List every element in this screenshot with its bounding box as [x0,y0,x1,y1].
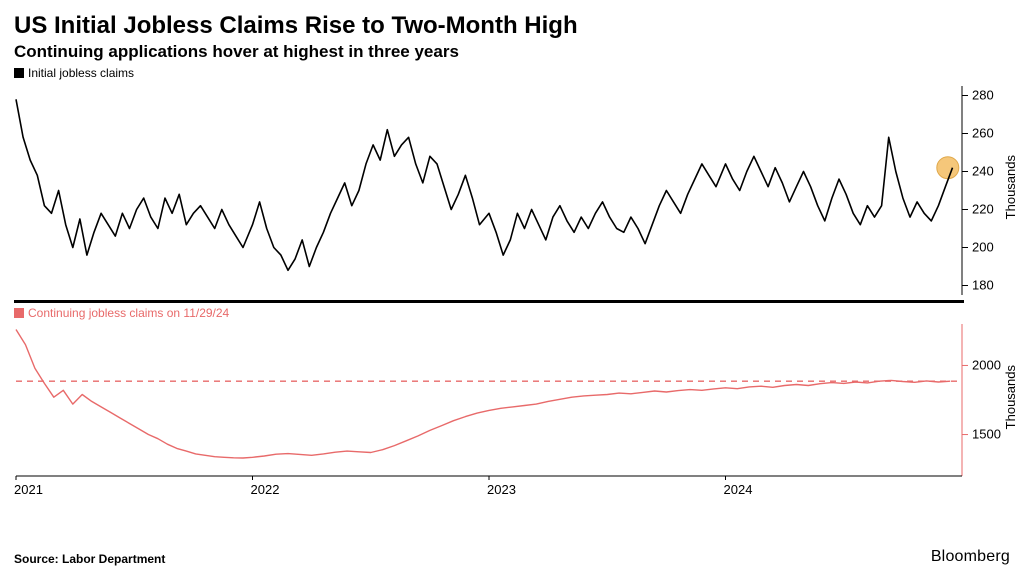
x-tick-2022: 2022 [251,482,280,497]
chart-title: US Initial Jobless Claims Rise to Two-Mo… [14,12,1010,40]
x-tick-2023: 2023 [487,482,516,497]
chart-container: US Initial Jobless Claims Rise to Two-Mo… [0,0,1024,576]
top-legend-label: Initial jobless claims [28,66,134,80]
bottom-legend: Continuing jobless claims on 11/29/24 [14,306,1010,320]
top-legend: Initial jobless claims [14,66,1010,80]
bottom-y-axis-label: Thousands [1003,365,1018,429]
svg-text:2000: 2000 [972,357,1001,372]
brand-label: Bloomberg [931,548,1010,566]
top-legend-swatch [14,68,24,78]
svg-text:240: 240 [972,164,994,179]
svg-text:1500: 1500 [972,427,1001,442]
svg-text:200: 200 [972,240,994,255]
source-label: Source: Labor Department [14,552,165,566]
svg-text:260: 260 [972,126,994,141]
bottom-chart-svg: 1500 2000 [14,320,1010,480]
x-tick-2021: 2021 [14,482,43,497]
x-axis: 2021 2022 2023 2024 [14,480,964,500]
top-y-axis-label: Thousands [1003,155,1018,219]
chart-footer: Source: Labor Department Bloomberg [14,548,1010,566]
svg-text:280: 280 [972,88,994,103]
svg-text:220: 220 [972,202,994,217]
top-chart-svg: 180 200 220 240 260 280 [14,82,1010,297]
chart-subtitle: Continuing applications hover at highest… [14,42,1010,62]
svg-text:180: 180 [972,278,994,293]
bottom-legend-swatch [14,308,24,318]
x-tick-2024: 2024 [724,482,753,497]
top-chart: 180200220240260280 Thousands [14,82,1010,297]
panel-divider [14,300,964,303]
bottom-legend-label: Continuing jobless claims on 11/29/24 [28,306,229,320]
bottom-chart: 15002000 Thousands [14,320,1010,480]
